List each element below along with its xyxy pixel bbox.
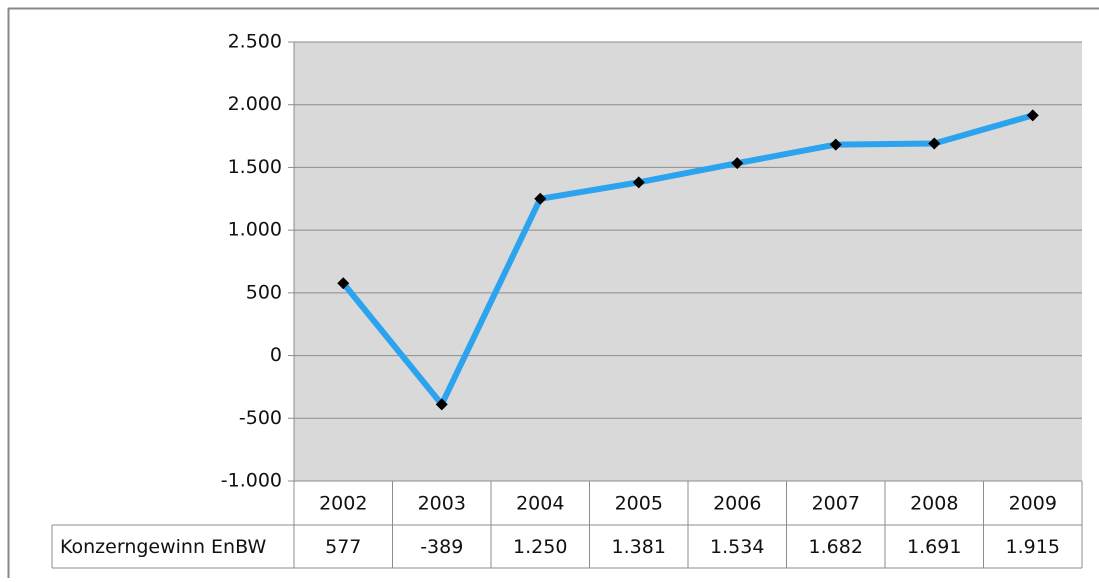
plot-area: [294, 42, 1082, 481]
table-value: 1.682: [809, 536, 863, 558]
data-point: [632, 176, 645, 189]
x-tick-label: 2004: [516, 493, 564, 515]
table-value: 1.915: [1006, 536, 1060, 558]
table-value: 1.691: [907, 536, 961, 558]
x-tick-label: 2003: [418, 493, 466, 515]
data-point: [731, 157, 744, 170]
y-tick-label: 2.000: [228, 93, 282, 115]
data-point: [337, 277, 350, 290]
series-line: [340, 112, 1034, 408]
y-tick-label: 1.500: [228, 156, 282, 178]
x-tick-label: 2008: [910, 493, 958, 515]
y-tick-label: 0: [270, 344, 282, 366]
y-tick-label: -1.000: [221, 470, 282, 492]
y-tick-label: 500: [246, 281, 282, 303]
x-tick-label: 2009: [1009, 493, 1057, 515]
table-value: 1.250: [513, 536, 567, 558]
x-tick-label: 2005: [615, 493, 663, 515]
data-point: [435, 398, 448, 411]
table-value: 1.534: [710, 536, 764, 558]
y-tick-label: -500: [239, 407, 282, 429]
table-value: 1.381: [612, 536, 666, 558]
legend-label: Konzerngewinn EnBW: [60, 536, 266, 558]
data-point: [534, 192, 547, 205]
x-tick-label: 2006: [713, 493, 761, 515]
data-point: [829, 138, 842, 151]
x-tick-label: 2002: [319, 493, 367, 515]
y-tick-label: 1.000: [228, 219, 282, 241]
table-value: -389: [420, 536, 463, 558]
y-tick-label: 2.500: [228, 31, 282, 53]
table-value: 577: [325, 536, 361, 558]
x-tick-label: 2007: [812, 493, 860, 515]
data-point: [1026, 109, 1039, 122]
data-point: [928, 137, 941, 150]
